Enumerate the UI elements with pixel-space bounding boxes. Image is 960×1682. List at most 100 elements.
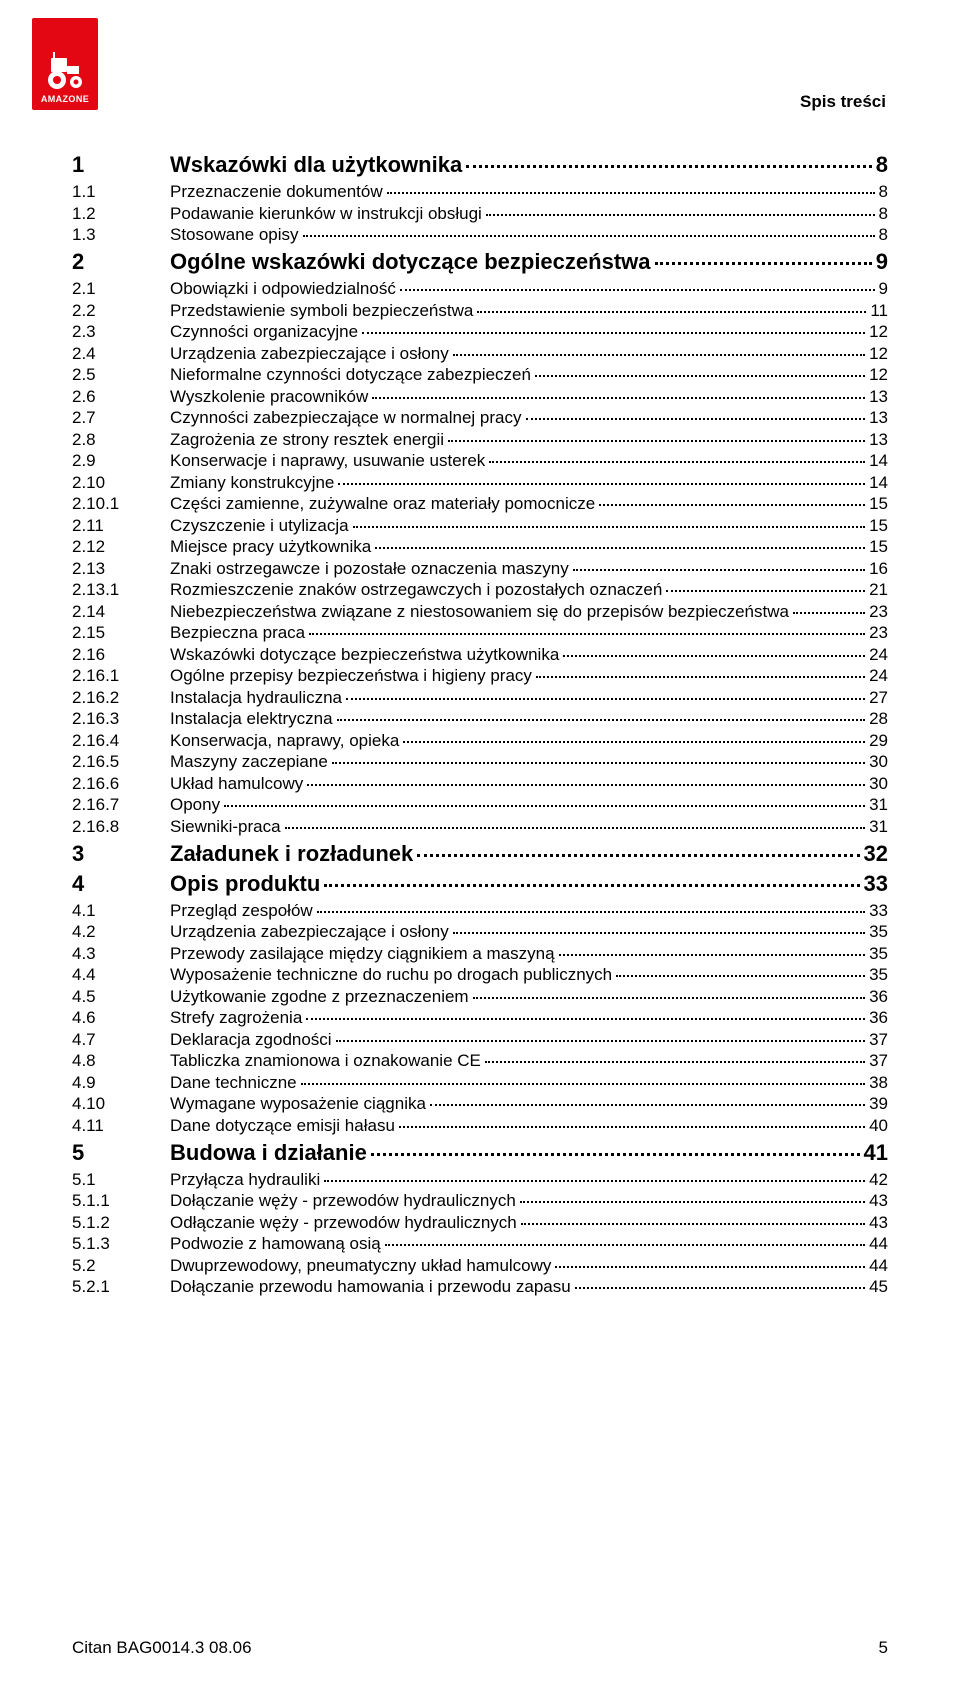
toc-number: 5.1 (72, 1170, 170, 1190)
toc-leader-dots (535, 375, 865, 377)
toc-page: 39 (869, 1094, 888, 1114)
toc-entry: 1.3Stosowane opisy8 (72, 225, 888, 245)
toc-title: Czyszczenie i utylizacja (170, 516, 349, 536)
toc-leader-dots (301, 1083, 865, 1085)
toc-leader-dots (306, 1018, 865, 1020)
toc-leader-dots (793, 612, 865, 614)
toc-entry: 2.13.1Rozmieszczenie znaków ostrzegawczy… (72, 580, 888, 600)
toc-number: 5.2.1 (72, 1277, 170, 1297)
toc-number: 2.1 (72, 279, 170, 299)
toc-number: 1 (72, 152, 170, 178)
toc-number: 4 (72, 871, 170, 897)
toc-title: Tabliczka znamionowa i oznakowanie CE (170, 1051, 481, 1071)
toc-entry: 2.4Urządzenia zabezpieczające i osłony12 (72, 344, 888, 364)
toc-number: 2.16.1 (72, 666, 170, 686)
toc-title: Przeznaczenie dokumentów (170, 182, 383, 202)
toc-entry: 5.1.1Dołączanie węży - przewodów hydraul… (72, 1191, 888, 1211)
toc-number: 2 (72, 249, 170, 275)
toc-entry: 2.9Konserwacje i naprawy, usuwanie uster… (72, 451, 888, 471)
toc-page: 23 (869, 623, 888, 643)
toc-entry: 2.16.3Instalacja elektryczna 28 (72, 709, 888, 729)
toc-leader-dots (309, 633, 865, 635)
toc-page: 43 (869, 1191, 888, 1211)
toc-leader-dots (385, 1244, 865, 1246)
toc-number: 2.16.5 (72, 752, 170, 772)
toc-page: 37 (869, 1051, 888, 1071)
toc-entry: 2.10Zmiany konstrukcyjne14 (72, 473, 888, 493)
toc-title: Wyszkolenie pracowników (170, 387, 368, 407)
toc-leader-dots (337, 719, 866, 721)
toc-leader-dots (387, 192, 875, 194)
toc-number: 2.16.3 (72, 709, 170, 729)
toc-leader-dots (599, 504, 865, 506)
toc-title: Stosowane opisy (170, 225, 299, 245)
toc-number: 1.1 (72, 182, 170, 202)
toc-leader-dots (559, 954, 866, 956)
toc-page: 8 (879, 225, 888, 245)
toc-page: 13 (869, 387, 888, 407)
toc-page: 44 (869, 1256, 888, 1276)
toc-number: 4.6 (72, 1008, 170, 1028)
toc-number: 2.16.2 (72, 688, 170, 708)
toc-leader-dots (485, 1061, 865, 1063)
toc-page: 15 (869, 537, 888, 557)
toc-page: 36 (869, 987, 888, 1007)
toc-page: 24 (869, 666, 888, 686)
toc-leader-dots (224, 805, 865, 807)
toc-page: 41 (864, 1140, 888, 1166)
toc-page: 13 (869, 408, 888, 428)
toc-page: 33 (864, 871, 888, 897)
toc-leader-dots (430, 1104, 865, 1106)
toc-entry: 5.2.1Dołączanie przewodu hamowania i prz… (72, 1277, 888, 1297)
toc-number: 5.1.3 (72, 1234, 170, 1254)
toc-number: 5.1.1 (72, 1191, 170, 1211)
toc-leader-dots (536, 676, 865, 678)
toc-page: 21 (869, 580, 888, 600)
toc-number: 2.6 (72, 387, 170, 407)
toc-leader-dots (353, 526, 866, 528)
toc-number: 2.16.7 (72, 795, 170, 815)
toc-leader-dots (324, 1180, 865, 1182)
toc-title: Strefy zagrożenia (170, 1008, 302, 1028)
toc-title: Dołączanie przewodu hamowania i przewodu… (170, 1277, 571, 1297)
toc-title: Przegląd zespołów (170, 901, 313, 921)
toc-leader-dots (375, 547, 865, 549)
toc-title: Bezpieczna praca (170, 623, 305, 643)
toc-page: 8 (879, 204, 888, 224)
toc-title: Instalacja elektryczna (170, 709, 333, 729)
toc-page: 9 (876, 249, 888, 275)
toc-page: 8 (876, 152, 888, 178)
toc-entry: 2.5Nieformalne czynności dotyczące zabez… (72, 365, 888, 385)
toc-page: 14 (869, 451, 888, 471)
toc-entry: 5.1.3Podwozie z hamowaną osią44 (72, 1234, 888, 1254)
toc-entry: 4.5Użytkowanie zgodne z przeznaczeniem36 (72, 987, 888, 1007)
toc-page: 36 (869, 1008, 888, 1028)
toc-page: 28 (869, 709, 888, 729)
toc-title: Wskazówki dla użytkownika (170, 152, 462, 178)
table-of-contents: 1Wskazówki dla użytkownika 8 1.1Przeznacze… (72, 148, 888, 1299)
toc-title: Nieformalne czynności dotyczące zabezpie… (170, 365, 531, 385)
toc-number: 2.11 (72, 516, 170, 536)
toc-leader-dots (575, 1287, 865, 1289)
toc-title: Podawanie kierunków w instrukcji obsługi (170, 204, 482, 224)
toc-page: 44 (869, 1234, 888, 1254)
page-footer: Citan BAG0014.3 08.06 5 (72, 1638, 888, 1658)
toc-page: 12 (869, 344, 888, 364)
toc-leader-dots (403, 741, 865, 743)
toc-title: Załadunek i rozładunek (170, 841, 413, 867)
toc-page: 15 (869, 516, 888, 536)
toc-title: Niebezpieczeństwa związane z niestosowan… (170, 602, 789, 622)
toc-title: Konserwacja, naprawy, opieka (170, 731, 399, 751)
toc-title: Urządzenia zabezpieczające i osłony (170, 922, 449, 942)
toc-title: Ogólne wskazówki dotyczące bezpieczeństw… (170, 249, 651, 275)
toc-entry: 4.4Wyposażenie techniczne do ruchu po dr… (72, 965, 888, 985)
toc-page: 29 (869, 731, 888, 751)
toc-page: 14 (869, 473, 888, 493)
toc-title: Opis produktu (170, 871, 320, 897)
toc-number: 2.13.1 (72, 580, 170, 600)
toc-entry: 2.10.1Części zamienne, zużywalne oraz ma… (72, 494, 888, 514)
toc-entry: 4.1Przegląd zespołów33 (72, 901, 888, 921)
toc-entry: 2.16Wskazówki dotyczące bezpieczeństwa u… (72, 645, 888, 665)
toc-leader-dots (332, 762, 865, 764)
toc-number: 2.16.8 (72, 817, 170, 837)
